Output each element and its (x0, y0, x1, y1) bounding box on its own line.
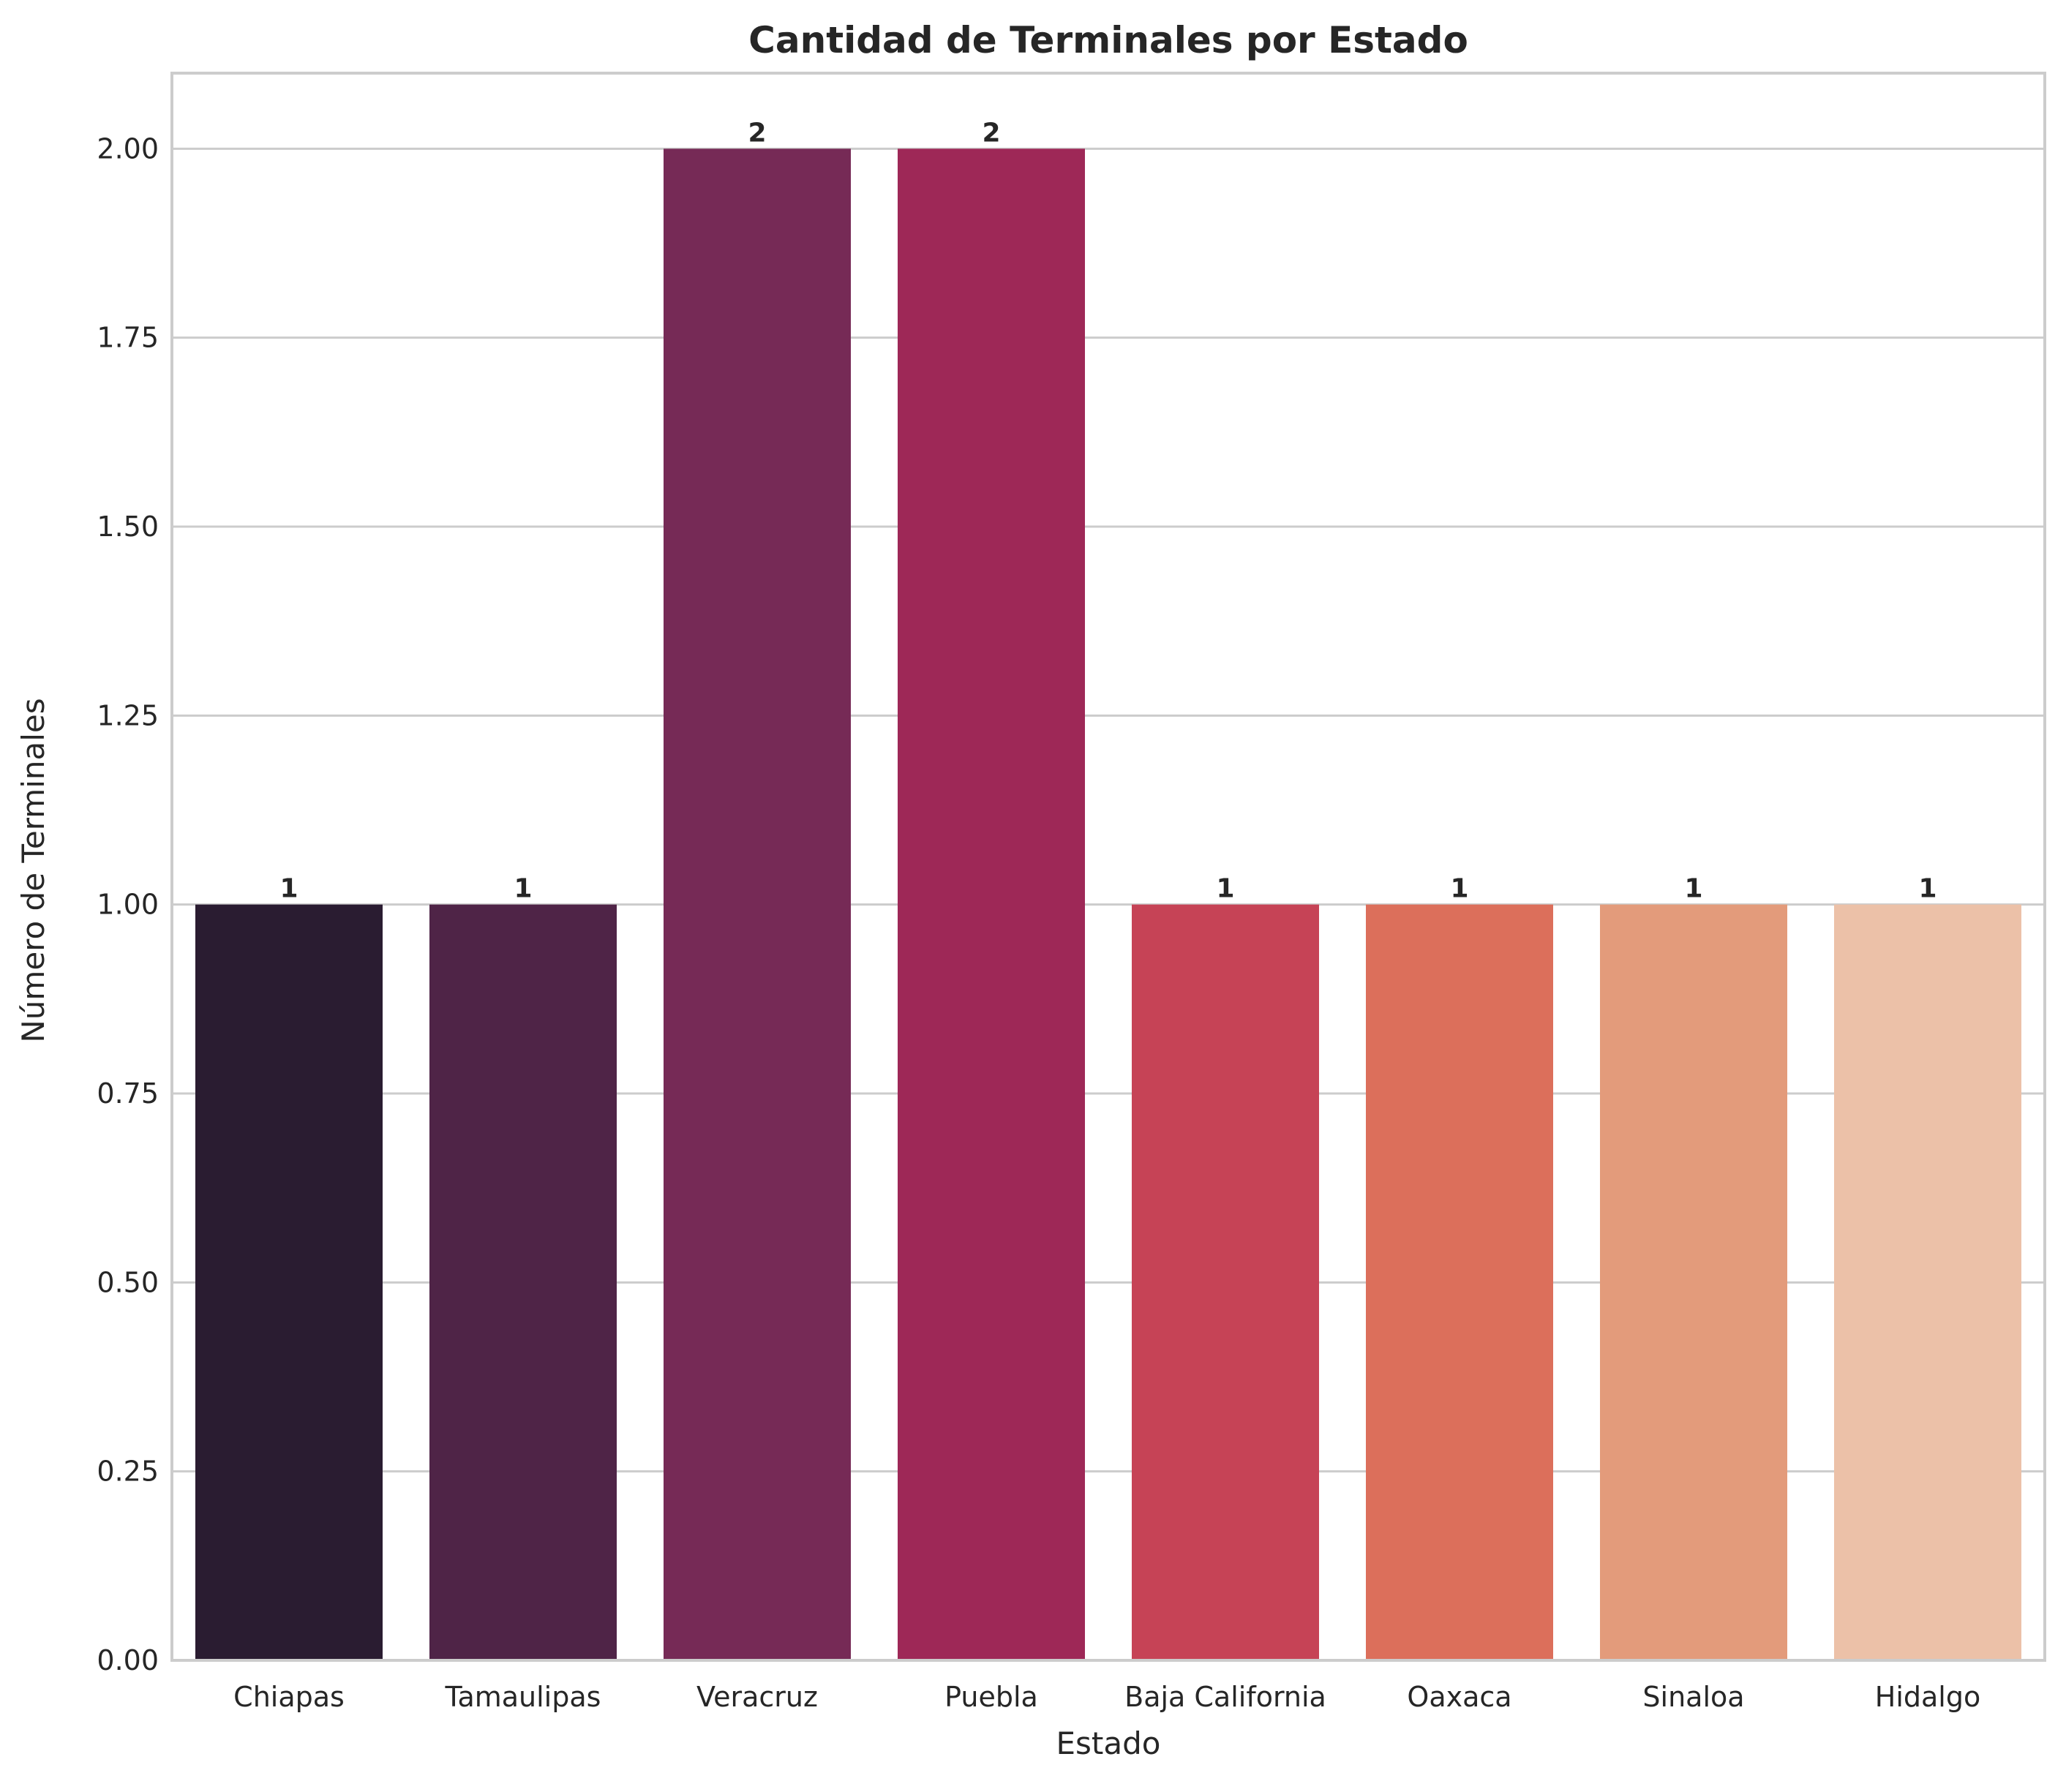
y-tick-label-5: 1.25 (97, 699, 159, 731)
x-tick-label-3: Puebla (944, 1681, 1038, 1713)
x-tick-label-5: Oaxaca (1407, 1681, 1511, 1713)
bar-veracruz (664, 148, 851, 1661)
value-label-5: 1 (1450, 874, 1468, 904)
plot-border (170, 72, 2046, 1662)
bars (195, 148, 2021, 1661)
y-tick-label-4: 1.00 (97, 889, 159, 921)
y-tick-labels: 0.00 0.25 0.50 0.75 1.00 1.25 1.50 1.75 2.00 (97, 132, 159, 1676)
bar-oaxaca (1366, 904, 1553, 1660)
x-tick-labels: Chiapas Tamaulipas Veracruz Puebla Baja Cali… (233, 1681, 1980, 1713)
bar-tamaulipas (429, 904, 617, 1660)
bar-puebla (898, 148, 1085, 1661)
y-tick-label-1: 0.25 (97, 1456, 159, 1488)
value-label-6: 1 (1684, 874, 1702, 904)
value-label-7: 1 (1918, 874, 1937, 904)
y-axis-label: Número de Terminales (15, 698, 51, 1042)
chart-title: Cantidad de Terminales por Estado (748, 19, 1468, 61)
value-label-1: 1 (514, 874, 532, 904)
bar-hidalgo (1834, 904, 2021, 1660)
value-labels: 1 1 2 2 1 1 1 1 (279, 118, 1937, 903)
x-tick-label-6: Sinaloa (1642, 1681, 1744, 1713)
value-label-2: 2 (748, 118, 766, 148)
value-label-3: 2 (982, 118, 1000, 148)
bar-baja-california (1132, 904, 1319, 1660)
x-tick-label-7: Hidalgo (1875, 1681, 1980, 1713)
plot-frame (170, 72, 2046, 1662)
x-tick-label-2: Veracruz (696, 1681, 818, 1713)
bar-sinaloa (1600, 904, 1787, 1660)
x-tick-label-1: Tamaulipas (445, 1681, 601, 1713)
value-label-4: 1 (1216, 874, 1234, 904)
bar-chiapas (195, 904, 383, 1660)
y-tick-label-7: 1.75 (97, 322, 159, 354)
value-label-0: 1 (279, 874, 298, 904)
y-tick-label-8: 2.00 (97, 132, 159, 165)
y-tick-label-0: 0.00 (97, 1644, 159, 1676)
y-tick-label-2: 0.50 (97, 1266, 159, 1298)
y-tick-label-6: 1.50 (97, 511, 159, 543)
y-tick-label-3: 0.75 (97, 1077, 159, 1110)
x-axis-label: Estado (1056, 1725, 1161, 1761)
x-tick-label-4: Baja California (1124, 1681, 1326, 1713)
x-tick-label-0: Chiapas (233, 1681, 345, 1713)
